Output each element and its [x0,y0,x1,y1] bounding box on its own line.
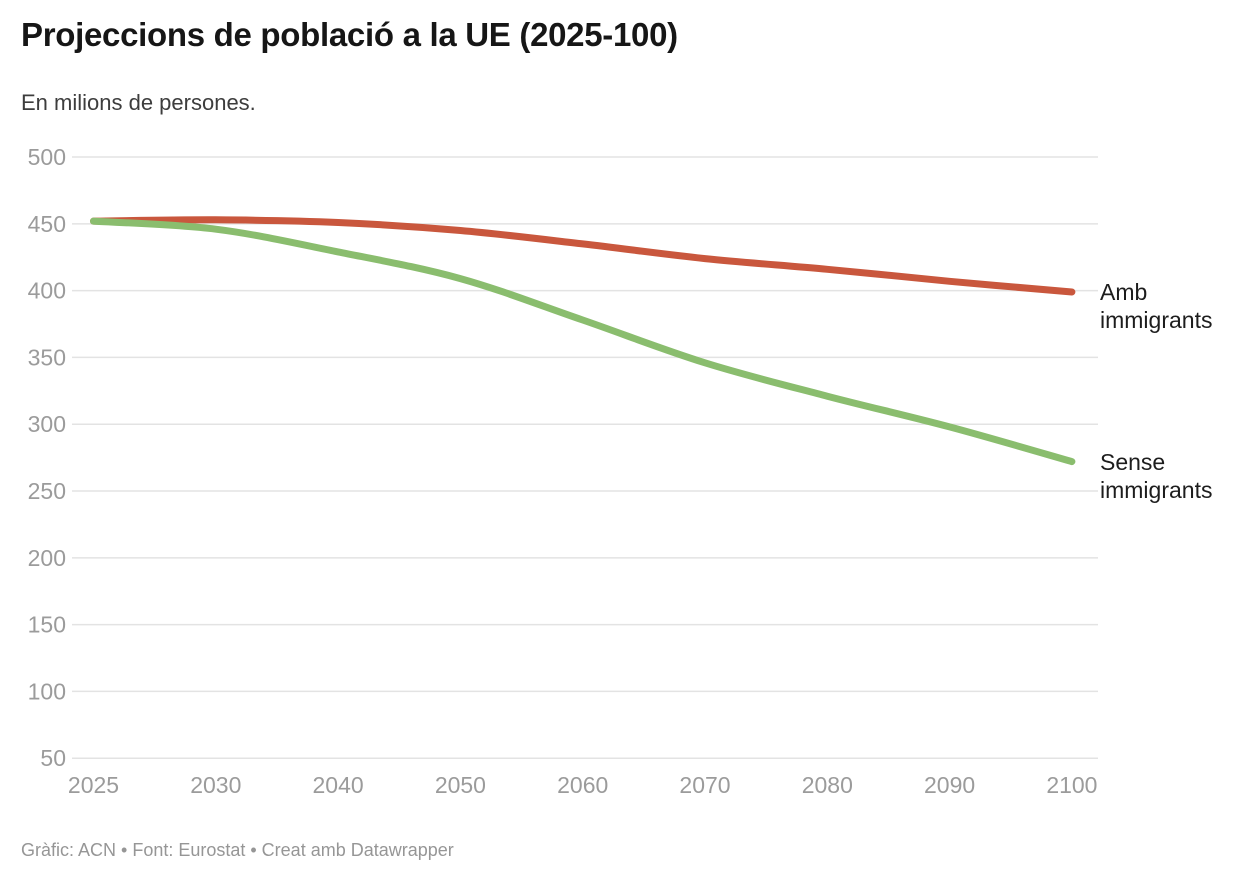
series-label-amb-immigrants: Amb immigrants [1100,278,1213,333]
x-axis-tick-label: 2040 [313,772,364,798]
y-axis-tick-label: 450 [28,211,66,237]
series-label-sense-immigrants: Sense immigrants [1100,448,1213,503]
y-axis-tick-label: 100 [28,678,66,704]
series-line-amb-immigrants [90,216,1076,296]
chart-footer-credit: Gràfic: ACN • Font: Eurostat • Creat amb… [21,840,454,860]
chart-subtitle: En milions de persones. [21,90,256,115]
y-axis-tick-label: 250 [28,478,66,504]
y-axis-tick-label: 350 [28,344,66,370]
series-line-sense-immigrants [90,217,1076,466]
x-axis-tick-label: 2050 [435,772,486,798]
x-axis-tick-label: 2030 [190,772,241,798]
y-axis-tick-label: 400 [28,278,66,304]
x-axis-tick-label: 2070 [679,772,730,798]
y-axis-tick-label: 200 [28,545,66,571]
x-axis-tick-label: 2025 [68,772,119,798]
x-axis-tick-label: 2100 [1046,772,1097,798]
x-axis-tick-label: 2090 [924,772,975,798]
x-axis-tick-label: 2060 [557,772,608,798]
chart-title: Projeccions de població a la UE (2025-10… [21,16,678,53]
x-axis-tick-label: 2080 [802,772,853,798]
y-axis-tick-label: 50 [40,745,66,771]
y-axis-tick-label: 150 [28,612,66,638]
y-axis-tick-label: 500 [28,144,66,170]
y-axis-tick-label: 300 [28,411,66,437]
